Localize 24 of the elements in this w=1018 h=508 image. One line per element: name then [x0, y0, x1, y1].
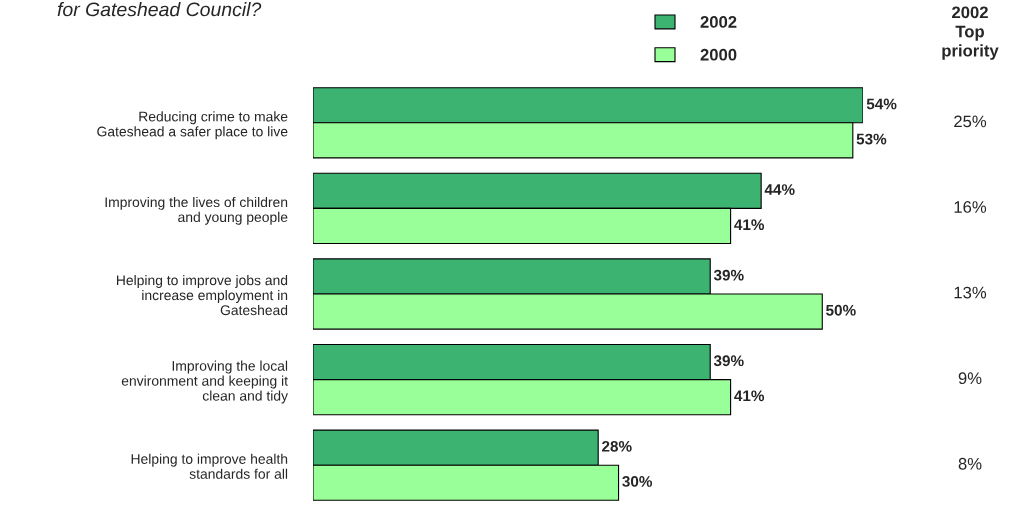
text: 25%: [954, 115, 987, 128]
data-label: 41%: [734, 219, 765, 231]
text: 9%: [958, 372, 982, 385]
data-label: 41%: [734, 390, 765, 402]
text: 2002 Top priority: [942, 6, 999, 60]
text: 16%: [954, 201, 987, 213]
chart-title: for Gateshead Council?: [57, 2, 262, 17]
text: 8%: [958, 457, 982, 470]
y-tick-label: Helping to improve health standards for all: [131, 453, 288, 479]
data-label: 30%: [622, 476, 653, 487]
data-label: 54%: [866, 98, 897, 110]
data-label: 53%: [856, 133, 887, 145]
data-label: 39%: [713, 269, 744, 281]
data-label: 50%: [826, 304, 856, 316]
legend-label: 2000: [700, 48, 737, 61]
y-tick-label: Reducing crime to make Gateshead a safer place to live: [97, 111, 288, 140]
data-label: 44%: [764, 184, 795, 195]
data-label: 39%: [713, 355, 744, 367]
y-tick-label: Improving the lives of children and young people: [105, 196, 288, 225]
y-tick-label: Helping to improve jobs and increase employment in Gateshead: [116, 275, 288, 316]
text: 13%: [954, 286, 987, 299]
data-label: 28%: [602, 440, 632, 452]
y-tick-label: Improving the local environment and keeping it clean and tidy: [121, 360, 288, 404]
legend-label: 2002: [700, 16, 737, 28]
